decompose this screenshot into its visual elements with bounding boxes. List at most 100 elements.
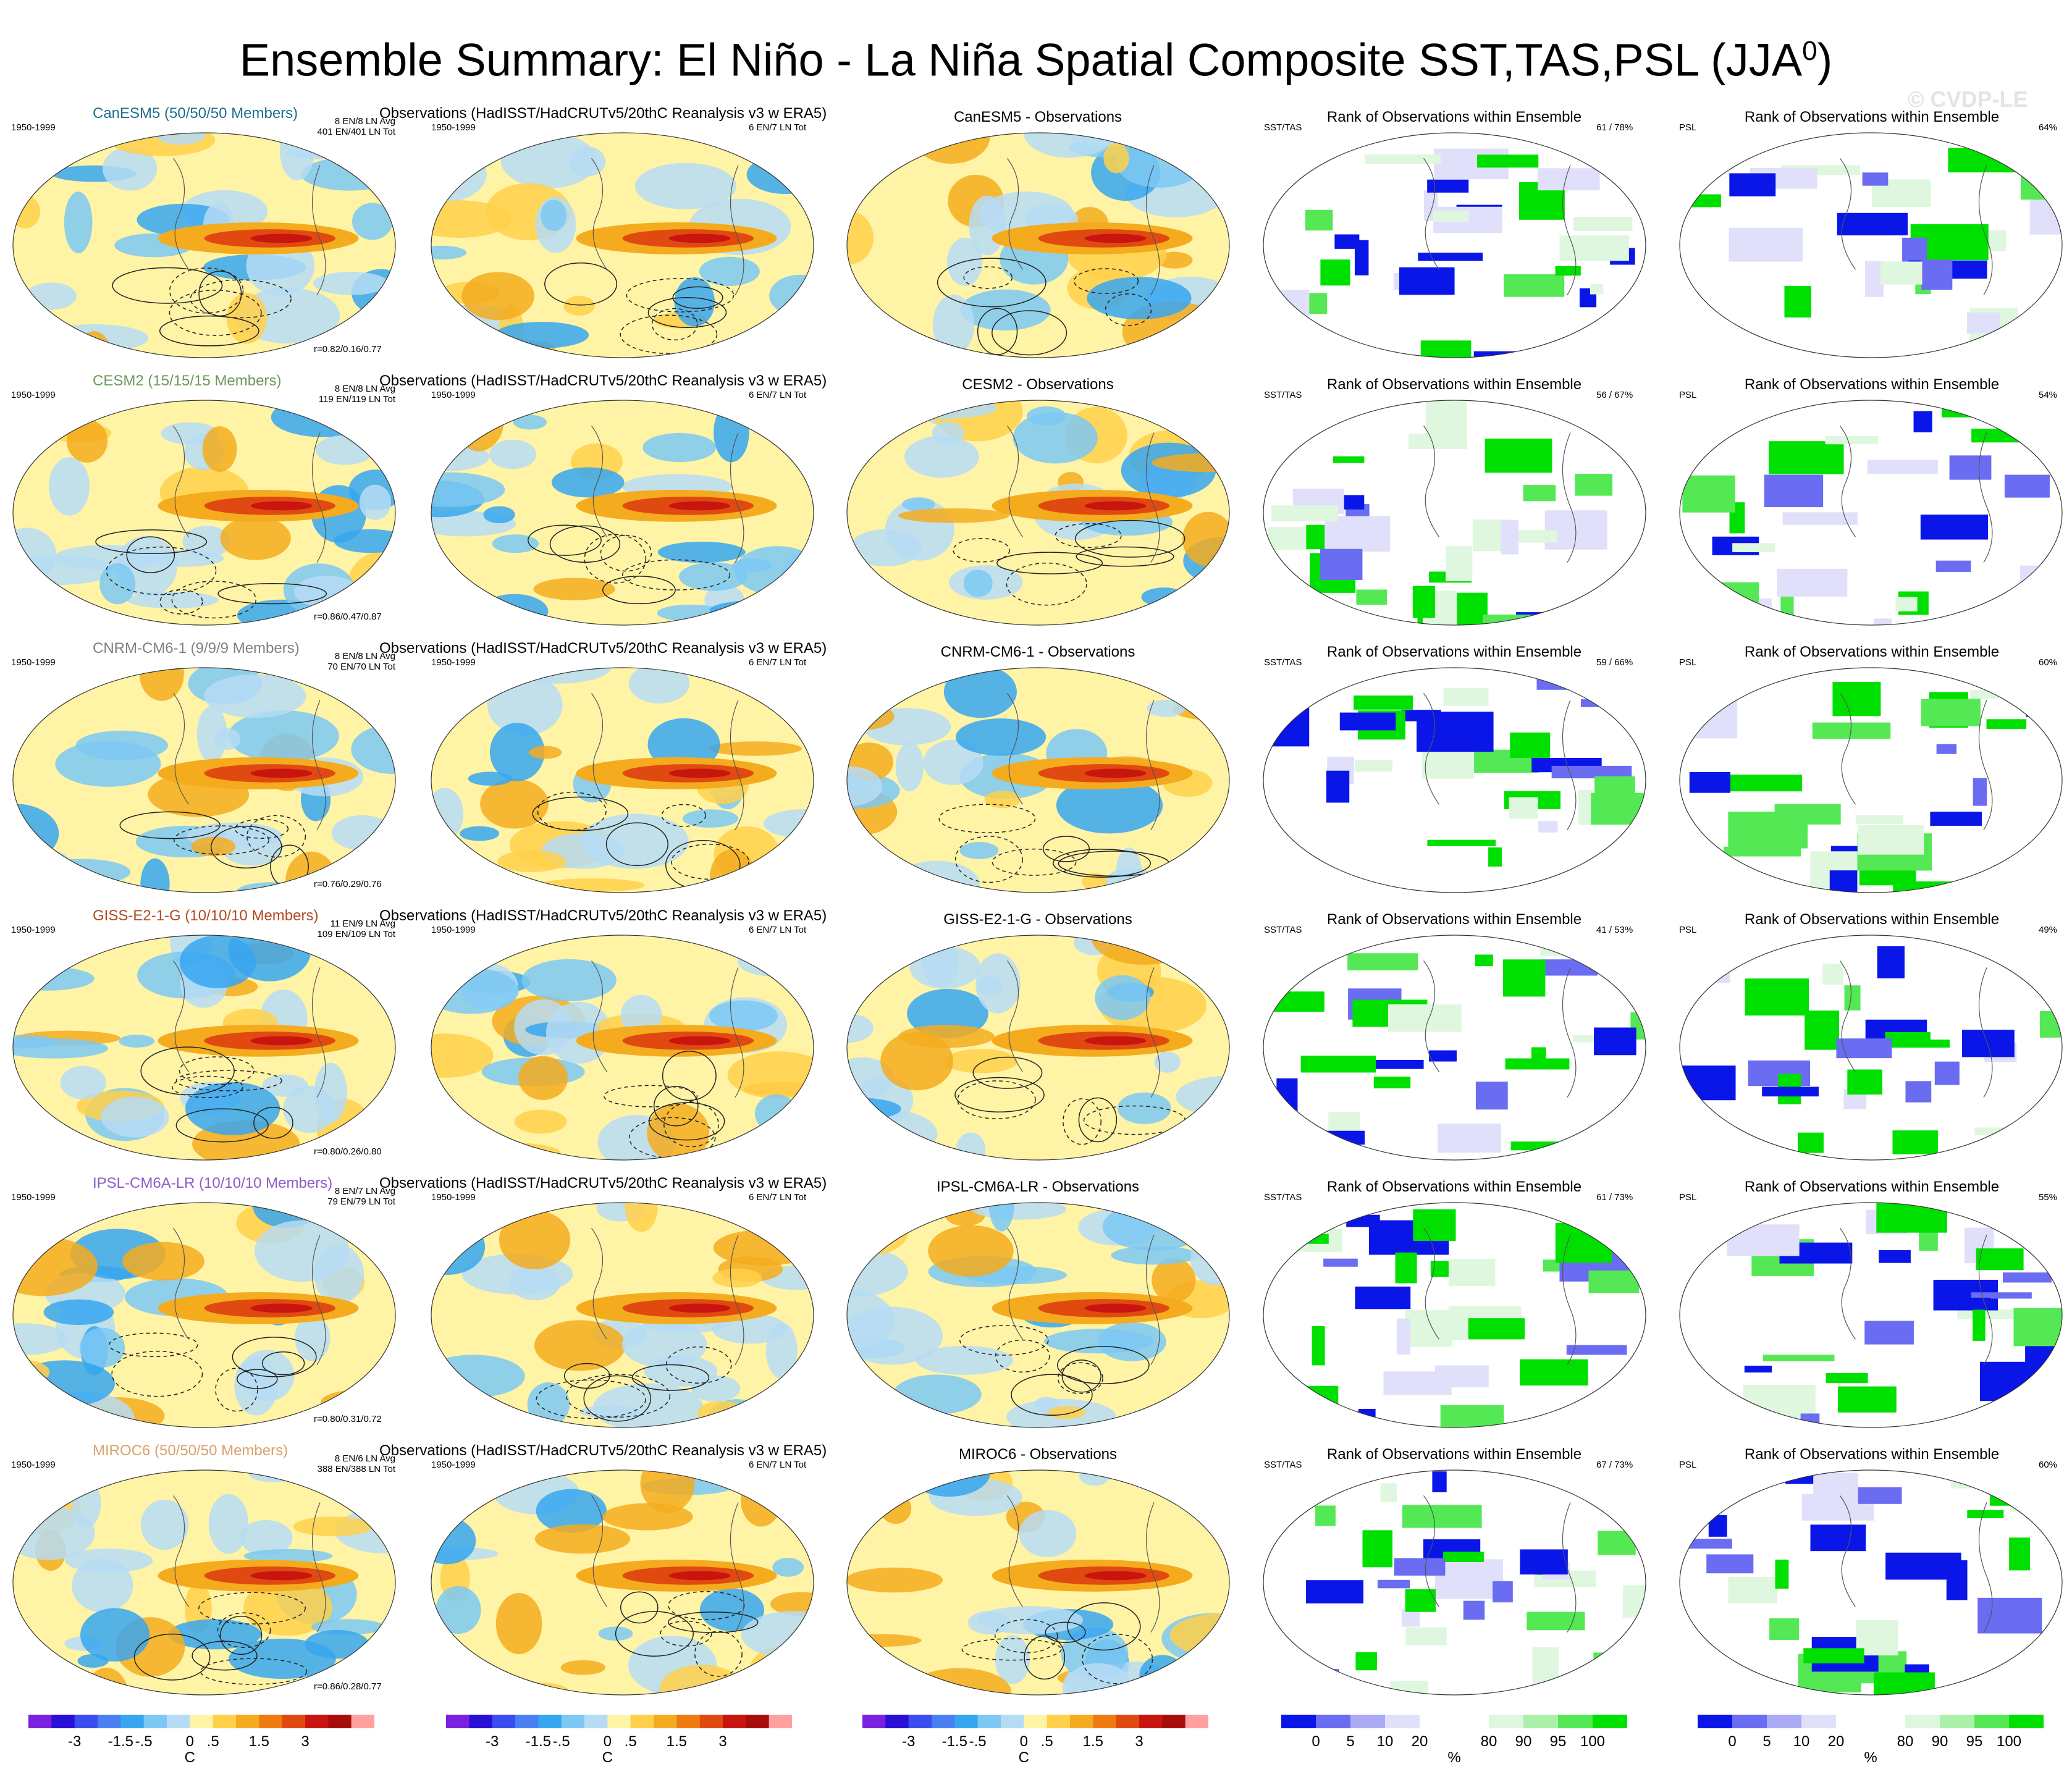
rank-title: Rank of Observations within Ensemble [1326,911,1582,928]
model-stats: 8 EN/8 LN Avg 119 EN/119 LN Tot [272,384,395,405]
colorbar-tick: -.5 [552,1733,570,1750]
model-stats-avg: 8 EN/8 LN Avg [334,116,395,127]
obs-map [431,667,814,893]
model-stats-tot: 79 EN/79 LN Tot [327,1196,395,1207]
obs-title: Observations (HadISST/HadCRUTv5/20thC Re… [379,907,827,924]
rank-sst-map [1263,935,1646,1161]
colorbar-tick: 20 [1827,1733,1845,1750]
model-stats: 8 EN/7 LN Avg 79 EN/79 LN Tot [272,1186,395,1207]
rank-sst-label: SST/TAS [1264,925,1302,935]
rank-title: Rank of Observations within Ensemble [1744,376,2000,393]
colorbar-tick: 95 [1549,1733,1567,1750]
rank-title: Rank of Observations within Ensemble [1744,911,2000,928]
colorbar-tick: 3 [718,1733,727,1750]
model-title: IPSL-CM6A-LR (10/10/10 Members) [93,1175,333,1192]
model-stats-avg: 8 EN/7 LN Avg [334,1186,395,1196]
colorbar-tick: 10 [1793,1733,1810,1750]
rank-sst-map [1263,1202,1646,1428]
model-title: MIROC6 (50/50/50 Members) [93,1442,288,1459]
watermark: © CVDP-LE [1908,86,2028,112]
obs-title: Observations (HadISST/HadCRUTv5/20thC Re… [379,1442,827,1459]
rank-sst-label: SST/TAS [1264,1460,1302,1470]
colorbar-unit: C [1018,1749,1029,1766]
temp-colorbar [862,1715,1208,1728]
obs-stats: 6 EN/7 LN Tot [749,390,807,400]
colorbar-tick: 1.5 [666,1733,688,1750]
obs-stats: 6 EN/7 LN Tot [749,1192,807,1203]
colorbar-tick: 10 [1376,1733,1394,1750]
pattern-correlation: r=0.80/0.31/0.72 [314,1414,382,1424]
model-stats-tot: 70 EN/70 LN Tot [327,662,395,672]
rank-title: Rank of Observations within Ensemble [1744,1446,2000,1463]
rank-title: Rank of Observations within Ensemble [1326,1446,1582,1463]
rank-title: Rank of Observations within Ensemble [1744,1179,2000,1195]
rank-psl-value: 64% [2039,122,2058,133]
diff-title: CNRM-CM6-1 - Observations [940,644,1135,660]
obs-title: Observations (HadISST/HadCRUTv5/20thC Re… [379,1175,827,1192]
period-label: 1950-1999 [11,657,56,668]
rank-sst-value: 61 / 78% [1596,122,1633,133]
rank-sst-label: SST/TAS [1264,122,1302,133]
model-stats-avg: 8 EN/6 LN Avg [334,1453,395,1464]
model-title: GISS-E2-1-G (10/10/10 Members) [93,907,319,924]
rank-title: Rank of Observations within Ensemble [1326,109,1582,125]
colorbar-tick: .5 [1040,1733,1053,1750]
model-stats: 8 EN/8 LN Avg 401 EN/401 LN Tot [272,116,395,137]
obs-stats: 6 EN/7 LN Tot [749,657,807,668]
rank-title: Rank of Observations within Ensemble [1326,376,1582,393]
period-label: 1950-1999 [11,1192,56,1203]
rank-psl-label: PSL [1679,657,1697,668]
rank-sst-map [1263,667,1646,893]
period-label: 1950-1999 [431,1460,476,1470]
colorbar-tick: 0 [1019,1733,1029,1750]
rank-sst-value: 67 / 73% [1596,1460,1633,1470]
model-map [12,667,396,893]
rank-psl-value: 60% [2039,1460,2058,1470]
rank-sst-label: SST/TAS [1264,657,1302,668]
pattern-correlation: r=0.80/0.26/0.80 [314,1146,382,1157]
obs-stats: 6 EN/7 LN Tot [749,122,807,133]
rank-psl-map [1679,132,2063,358]
period-label: 1950-1999 [11,390,56,400]
model-stats: 8 EN/6 LN Avg 388 EN/388 LN Tot [272,1453,395,1474]
colorbar-tick: -1.5 [107,1733,134,1750]
rank-psl-label: PSL [1679,1460,1697,1470]
colorbar-tick: 90 [1931,1733,1948,1750]
rank-psl-label: PSL [1679,390,1697,400]
model-map [12,400,396,626]
colorbar-tick: 3 [1135,1733,1143,1750]
period-label: 1950-1999 [431,390,476,400]
model-stats-tot: 401 EN/401 LN Tot [317,127,395,137]
model-stats: 11 EN/9 LN Avg 109 EN/109 LN Tot [272,918,395,939]
period-label: 1950-1999 [431,1192,476,1203]
colorbar-tick: 0 [1728,1733,1737,1750]
colorbar-tick: 100 [1580,1733,1606,1750]
model-stats-avg: 8 EN/8 LN Avg [334,651,395,662]
period-label: 1950-1999 [11,1460,56,1470]
obs-title: Observations (HadISST/HadCRUTv5/20thC Re… [379,640,827,657]
colorbar-tick: .5 [624,1733,637,1750]
colorbar-tick: 20 [1411,1733,1428,1750]
model-map [12,935,396,1161]
rank-psl-label: PSL [1679,1192,1697,1203]
diff-map [846,935,1230,1161]
colorbar-unit: C [602,1749,613,1766]
obs-stats: 6 EN/7 LN Tot [749,1460,807,1470]
colorbar-tick: 0 [185,1733,195,1750]
model-map [12,132,396,358]
pattern-correlation: r=0.86/0.47/0.87 [314,612,382,622]
colorbar-tick: -1.5 [941,1733,968,1750]
colorbar-tick: 3 [301,1733,310,1750]
rank-psl-map [1679,667,2063,893]
rank-psl-map [1679,1469,2063,1696]
period-label: 1950-1999 [431,657,476,668]
pattern-correlation: r=0.86/0.28/0.77 [314,1681,382,1692]
colorbar-tick: -3 [485,1733,499,1750]
obs-map [431,935,814,1161]
rank-sst-map [1263,132,1646,358]
model-map [12,1469,396,1696]
diff-map [846,132,1230,358]
model-title: CNRM-CM6-1 (9/9/9 Members) [93,640,300,657]
obs-map [431,400,814,626]
colorbar-tick: 0 [603,1733,612,1750]
